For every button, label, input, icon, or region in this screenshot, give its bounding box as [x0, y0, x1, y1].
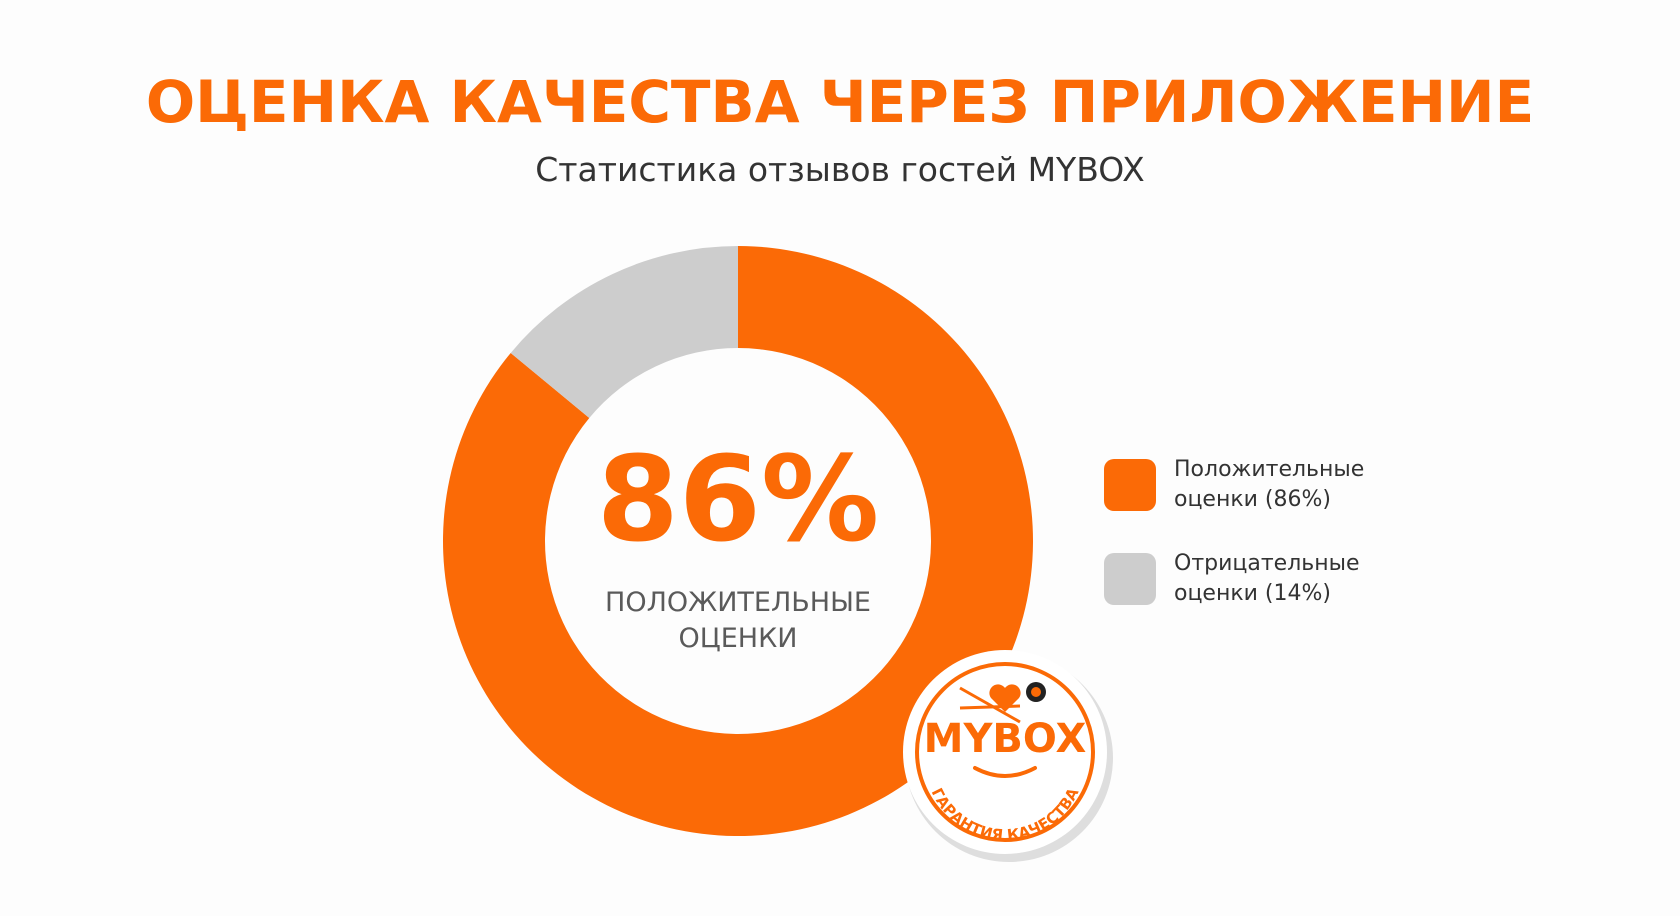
center-text: ПОЛОЖИТЕЛЬНЫЕ ОЦЕНКИ — [605, 587, 871, 654]
chopstick — [959, 686, 1021, 724]
legend-swatch — [1104, 553, 1156, 605]
chart-title: ОЦЕНКА КАЧЕСТВА ЧЕРЕЗ ПРИЛОЖЕНИЕ — [145, 68, 1535, 136]
legend-item: Положительные оценки (86%) — [1104, 455, 1394, 515]
value-label: 86% — [596, 430, 880, 568]
heart-icon — [989, 684, 1021, 712]
sushi-icon — [1031, 687, 1041, 697]
legend: Положительные оценки (86%) Отрицательные … — [1104, 455, 1394, 643]
badge-brand: MYBOX — [924, 716, 1087, 762]
legend-label: Отрицательные оценки (14%) — [1174, 551, 1360, 606]
legend-item: Отрицательные оценки (14%) — [1104, 549, 1394, 609]
legend-label: Положительные оценки (86%) — [1174, 457, 1365, 512]
legend-swatch — [1104, 459, 1156, 511]
chart-subtitle: Статистика отзывов гостей MYBOX — [535, 150, 1145, 189]
chopstick — [959, 704, 1021, 710]
badge — [903, 650, 1107, 854]
pie-slice — [442, 246, 1033, 836]
badge-smile — [973, 766, 1037, 778]
badge-ring — [915, 662, 1095, 842]
pie-slice — [510, 246, 738, 418]
